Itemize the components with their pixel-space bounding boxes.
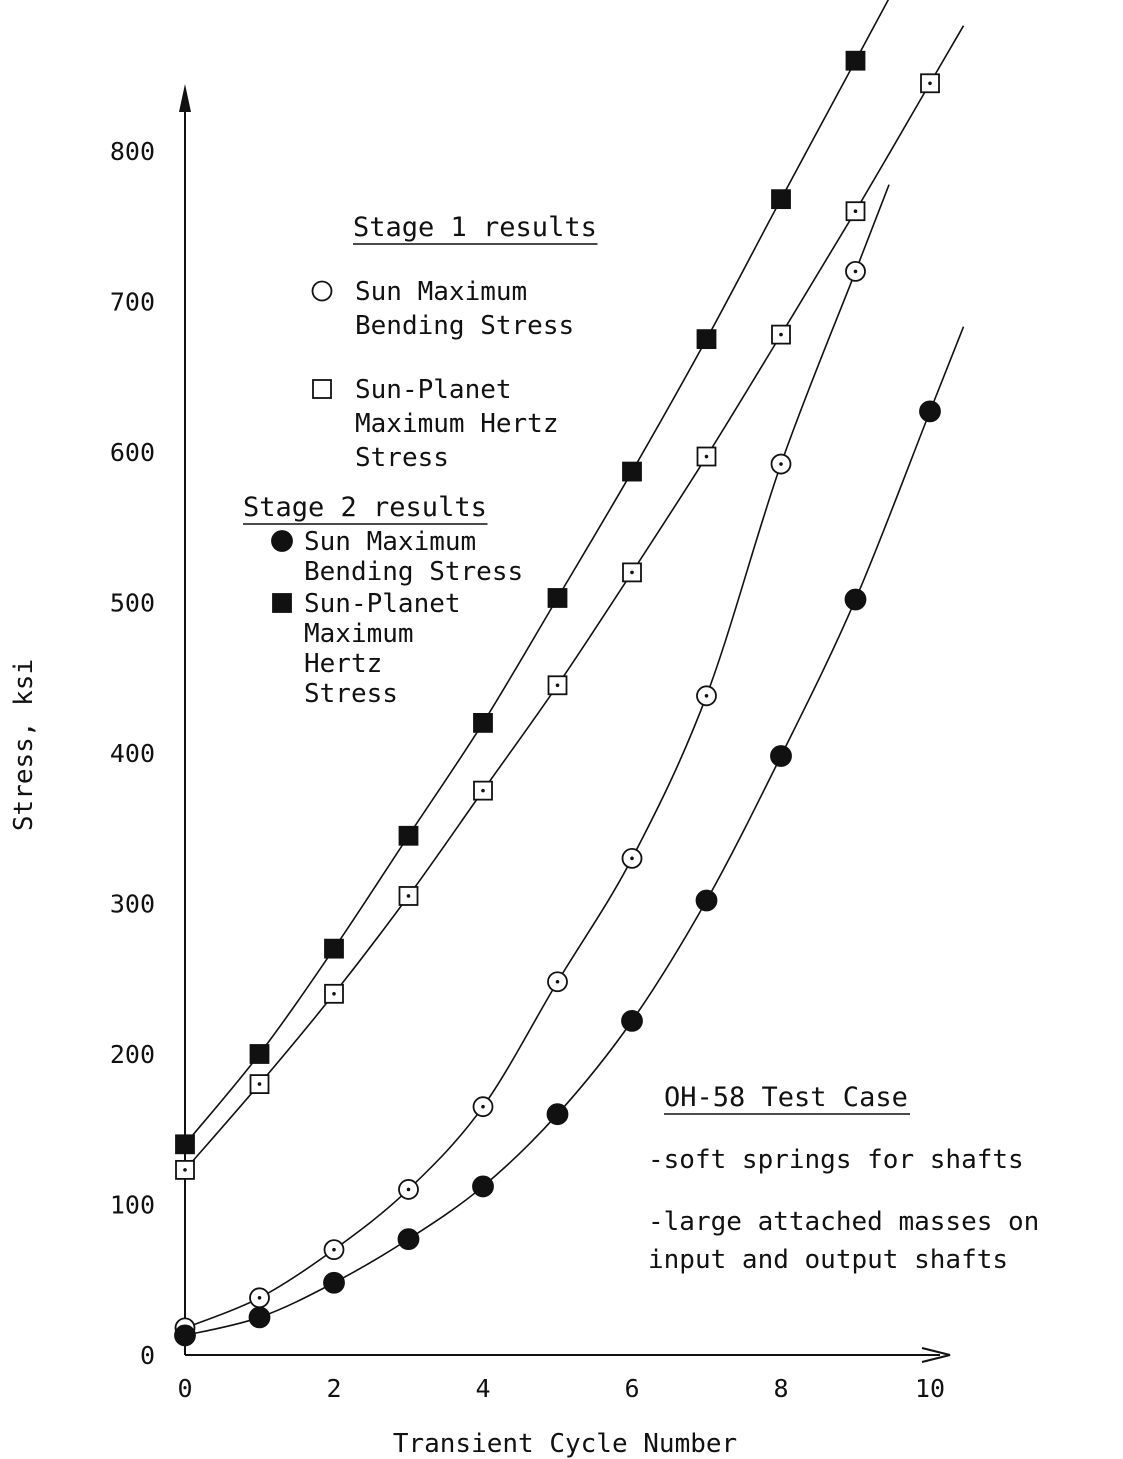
data-point-center-dot [257,1082,262,1086]
x-tick-label: 4 [475,1374,490,1403]
data-point-filled-square [249,1044,270,1064]
series-line-filled-circle [184,326,965,1337]
data-point-filled-circle [844,588,867,611]
data-point-filled-circle [695,889,718,912]
data-point-center-dot [630,856,634,861]
legend-marker-open-circle [311,280,333,302]
y-tick-label: 100 [110,1191,155,1220]
data-point-filled-circle [248,1306,271,1329]
data-point-filled-square [473,713,493,733]
data-point-filled-square [398,825,419,846]
y-axis-arrow [179,84,191,112]
x-tick-label: 0 [177,1374,192,1403]
note-item: -large attached masses on [648,1207,1039,1237]
test-case-note: OH-58 Test Case -soft springs for shafts -… [648,1082,1039,1275]
x-tick-label: 8 [773,1374,788,1403]
data-point-filled-square [845,50,866,71]
data-point-filled-square [696,329,717,350]
y-tick-label: 200 [110,1040,155,1069]
y-axis-title: Stress, ksi [9,659,39,831]
data-point-center-dot [853,209,858,213]
data-point-filled-circle [919,400,941,423]
y-tick-label: 700 [110,288,155,317]
legend-label: Stress [304,679,398,709]
data-point-center-dot [406,1187,411,1192]
series-curves [184,0,965,1337]
y-tick-label: 500 [110,589,155,618]
data-point-filled-circle [621,1009,643,1032]
data-point-filled-square [547,588,568,608]
x-axis-arrow [921,1347,951,1363]
x-tick-label: 10 [915,1374,945,1403]
legend-label: Sun-Planet [304,589,461,619]
legend-label: Sun Maximum [355,277,527,307]
y-tick-label: 800 [110,137,155,166]
data-point-center-dot [779,332,783,337]
data-point-filled-circle [397,1228,420,1251]
data-point-filled-square [324,938,344,959]
data-markers [174,50,941,1347]
legend-marker-filled-square [272,593,292,613]
data-point-filled-square [175,1134,195,1155]
data-point-center-dot [481,1104,485,1109]
data-point-center-dot [555,979,560,984]
legend-label: Sun Maximum [304,527,476,557]
data-point-center-dot [332,992,336,996]
legend-label: Stress [355,443,449,473]
legend-label: Sun-Planet [355,375,512,405]
legend-label: Bending Stress [355,311,574,341]
stage1-heading: Stage 1 results [353,212,597,243]
data-point-filled-square [622,461,642,482]
note-heading: OH-58 Test Case [664,1082,908,1113]
x-tick-label: 2 [326,1374,341,1403]
data-point-center-dot [257,1296,262,1300]
data-point-center-dot [779,462,783,466]
data-point-center-dot [630,570,634,575]
x-tick-label: 6 [624,1374,639,1403]
data-point-filled-circle [323,1271,345,1294]
data-point-filled-circle [546,1103,569,1126]
data-point-center-dot [332,1247,336,1252]
legend-marker-open-square [312,379,332,399]
y-tick-label: 0 [140,1341,155,1370]
series-line-filled-square [184,0,890,1145]
stage2-heading: Stage 2 results [243,492,487,523]
data-point-filled-circle [174,1324,196,1347]
legend-label: Maximum Hertz [355,409,559,439]
data-point-filled-circle [472,1175,494,1198]
data-point-center-dot [928,81,932,86]
x-axis-title: Transient Cycle Number [393,1429,737,1459]
y-tick-label: 400 [110,739,155,768]
legend-marker-filled-circle [271,530,293,552]
data-point-center-dot [704,694,709,698]
data-point-center-dot [853,269,858,274]
y-tick-label: 600 [110,438,155,467]
note-item: input and output shafts [648,1245,1008,1275]
data-point-center-dot [481,788,485,793]
legend-label: Maximum [304,619,414,649]
stage1-legend: Stage 1 results Sun Maximum Bending Stress… [311,212,598,473]
data-point-center-dot [555,683,560,688]
data-point-filled-circle [770,745,792,767]
y-tick-label: 300 [110,890,155,919]
legend-label: Bending Stress [304,557,523,587]
note-item: -soft springs for shafts [648,1145,1024,1175]
data-point-center-dot [406,894,411,898]
data-point-center-dot [704,454,709,459]
legend-label: Hertz [304,649,382,679]
data-point-filled-square [771,189,791,210]
data-point-center-dot [183,1168,187,1172]
